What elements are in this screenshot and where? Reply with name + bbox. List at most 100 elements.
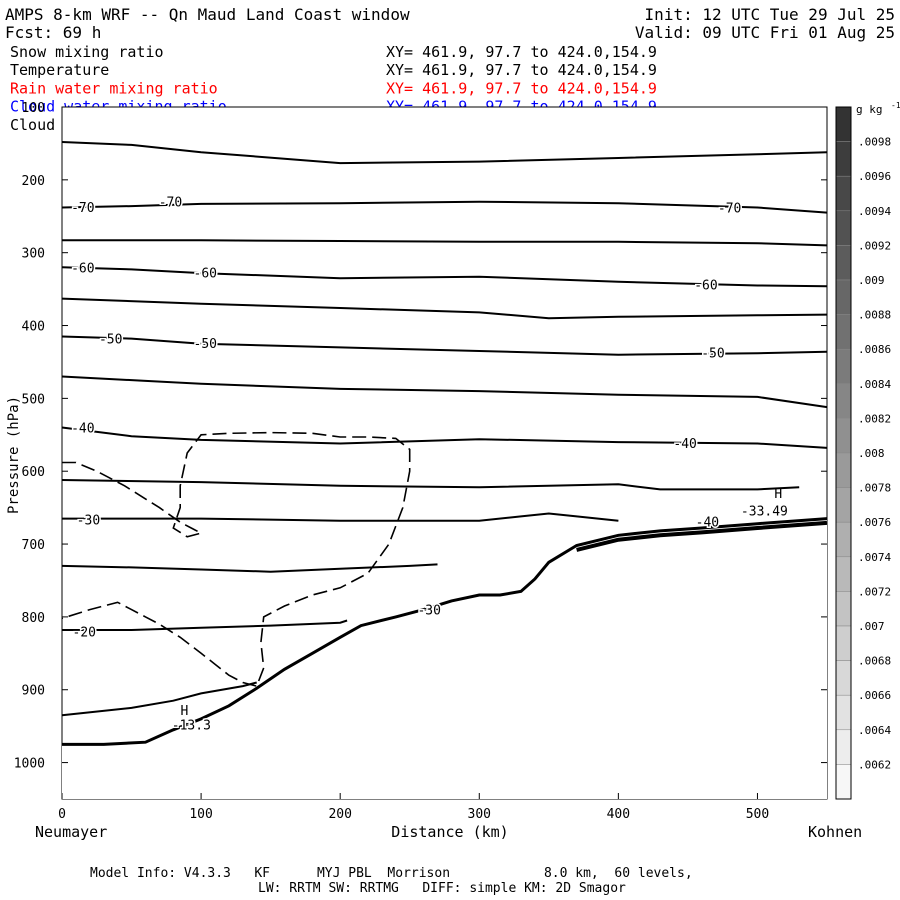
isotherm-label: -70 — [159, 196, 182, 211]
terrain-fill — [62, 518, 827, 799]
colorbar: .0098 .0096 .0094 .0092 .009 .0088 .0086 .0084.… — [835, 106, 891, 800]
isotherm-label: -30 — [417, 604, 440, 619]
x-tick-label: 200 — [328, 807, 351, 822]
isotherm-label: -50 — [701, 346, 724, 361]
isotherm-label: -40 — [71, 422, 94, 437]
y-tick-label: 300 — [22, 247, 45, 262]
isotherm-label: -13.3 — [172, 719, 211, 734]
isotherm-line — [61, 426, 828, 449]
colorbar-label: .009 — [858, 274, 885, 287]
isotherm-label: -50 — [194, 337, 217, 352]
isotherm-line — [61, 681, 257, 717]
y-axis-label: Pressure (hPa) — [6, 396, 22, 514]
y-tick-label: 900 — [22, 684, 45, 699]
x-tick-label: 0 — [58, 807, 66, 822]
field-xy: XY= 461.9, 97.7 to 424.0,154.9 — [386, 61, 657, 79]
snow-contour — [61, 431, 411, 688]
colorbar-label: .0086 — [858, 343, 891, 356]
x-axis-label: Distance (km) — [391, 823, 508, 841]
isotherm-label: -40 — [696, 515, 719, 530]
field-xy: XY= 461.9, 97.7 to 424.0,154.9 — [386, 79, 657, 97]
isotherm-line — [61, 479, 800, 491]
y-tick-label: 200 — [22, 174, 45, 189]
isotherm-label: -70 — [71, 201, 94, 216]
model-info-line1: Model Info: V4.3.3 KF MYJ PBL Morrison 8… — [90, 866, 693, 881]
field-label: Snow mixing ratio — [10, 43, 164, 61]
terrain-layer — [62, 517, 828, 799]
isotherm-line — [62, 619, 348, 631]
isotherm-line — [61, 266, 828, 288]
model-info-line2: LW: RRTM SW: RRTMG DIFF: simple KM: 2D S… — [258, 881, 626, 896]
colorbar-label: .0088 — [858, 309, 891, 322]
colorbar-swatch — [835, 348, 852, 385]
y-tick-label: 800 — [22, 611, 45, 626]
isotherm-label: -33.49 — [741, 505, 788, 520]
colorbar-swatch — [835, 694, 852, 731]
isotherm-label: -70 — [718, 202, 741, 217]
chart-title: AMPS 8-km WRF -- Qn Maud Land Coast wind… — [5, 5, 410, 24]
y-tick-label: 500 — [22, 392, 45, 407]
isotherm-label: -60 — [194, 266, 217, 281]
isotherm-line — [61, 200, 828, 214]
isotherm-layer — [61, 141, 828, 717]
colorbar-unit: g kg — [856, 103, 883, 116]
isotherm-label: -60 — [71, 261, 94, 276]
y-tick-label: 100 — [22, 101, 45, 116]
valid-time: Valid: 09 UTC Fri 01 Aug 25 — [635, 23, 895, 42]
colorbar-swatch — [835, 521, 852, 558]
isotherm-label: -20 — [73, 625, 96, 640]
y-tick-label: 1000 — [14, 757, 45, 772]
x-tick-label: 100 — [189, 807, 212, 822]
terrain-line — [62, 517, 828, 746]
colorbar-swatch — [835, 106, 852, 142]
y-tick-label: 400 — [22, 320, 45, 335]
axes: 100 200 300 400 500 600 700 800 900 1000 0 100 200 30… — [14, 101, 827, 822]
colorbar-label: .0096 — [858, 170, 891, 183]
colorbar-swatch — [835, 452, 852, 488]
isotherm-line — [62, 512, 619, 522]
colorbar-label: .008 — [858, 447, 885, 460]
colorbar-label: .0078 — [858, 482, 891, 495]
init-time: Init: 12 UTC Tue 29 Jul 25 — [645, 5, 895, 24]
colorbar-swatch — [835, 764, 852, 800]
y-tick-label: 700 — [22, 538, 45, 553]
isotherm-label: -50 — [99, 333, 122, 348]
y-tick-label: 600 — [22, 465, 45, 480]
colorbar-swatch — [835, 383, 852, 419]
x-tick-label: 500 — [746, 807, 769, 822]
x-left-station: Neumayer — [35, 823, 107, 841]
colorbar-swatch — [835, 245, 852, 281]
field-label: Rain water mixing ratio — [10, 79, 218, 97]
isotherm-line — [61, 335, 828, 356]
colorbar-swatch — [835, 556, 852, 592]
colorbar-label: .0094 — [858, 205, 891, 218]
colorbar-frame — [835, 106, 852, 800]
colorbar-unit-exponent: -1 — [891, 101, 900, 110]
colorbar-swatch — [835, 625, 852, 661]
colorbar-swatch — [835, 729, 852, 765]
colorbar-label: .0074 — [858, 551, 891, 564]
terrain-band — [576, 520, 828, 552]
x-right-station: Kohnen — [808, 823, 862, 841]
isotherm-line — [61, 141, 828, 165]
colorbar-label: .0082 — [858, 412, 891, 425]
colorbar-label: .0092 — [858, 239, 891, 252]
colorbar-label: .0066 — [858, 689, 891, 702]
colorbar-label: .0072 — [858, 585, 891, 598]
colorbar-swatch — [835, 175, 852, 212]
colorbar-label: .0084 — [858, 378, 891, 391]
field-label: Temperature — [10, 61, 109, 79]
snow-contour-layer — [61, 431, 411, 688]
isotherm-label: -40 — [673, 437, 696, 452]
high-marker: H — [180, 704, 188, 719]
colorbar-swatch — [835, 314, 852, 350]
high-marker: H — [774, 487, 782, 502]
colorbar-swatch — [835, 418, 852, 454]
forecast-hour: Fcst: 69 h — [5, 23, 101, 42]
colorbar-label: .0062 — [858, 758, 891, 771]
colorbar-label: .007 — [858, 620, 885, 633]
colorbar-swatch — [835, 210, 852, 246]
x-tick-label: 300 — [468, 807, 491, 822]
colorbar-swatch — [835, 660, 852, 696]
